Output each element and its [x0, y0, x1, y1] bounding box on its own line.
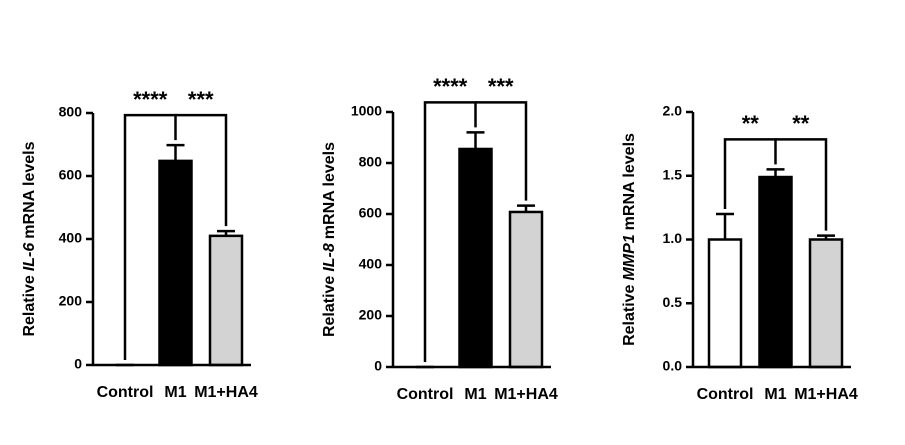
x-tick-label: Control [97, 384, 154, 401]
y-tick-label: 2.0 [663, 103, 683, 119]
x-tick-label: M1+HA4 [494, 386, 558, 403]
y-axis-label-part: Relative [621, 284, 638, 345]
significance-label: **** [133, 87, 168, 112]
panel: 0.0 0.5 1.0 1.5 2.0 Relative MMP1 mRNA levels Co… [621, 103, 858, 404]
y-axis-label: Relative MMP1 mRNA levels [621, 133, 638, 346]
bar [458, 147, 493, 369]
significance-label: *** [188, 87, 214, 112]
bar [208, 234, 244, 367]
x-tick-label: M1 [164, 384, 186, 401]
panel: 0 200 400 600 800 Relative IL-6 mRNA levels Cont… [21, 87, 258, 401]
bar [758, 175, 793, 369]
x-tick-label: M1 [464, 386, 486, 403]
bar [158, 159, 193, 367]
significance-label: ** [792, 111, 810, 136]
y-axis-label-part: Relative [21, 275, 38, 336]
significance-label: **** [433, 74, 468, 99]
y-axis-label-part: mRNA levels [321, 142, 338, 239]
significance-bracket [175, 113, 228, 227]
y-tick-label: 1.5 [663, 166, 683, 182]
y-axis-label-part: IL-8 [321, 243, 338, 272]
x-tick-label: M1 [764, 386, 786, 403]
y-tick-label: 200 [59, 293, 83, 309]
significance-bracket [423, 101, 477, 362]
y-axis-label-part: Relative [321, 276, 338, 337]
x-tick-label: M1+HA4 [794, 386, 858, 403]
significance-label: ** [742, 111, 760, 136]
y-axis-label-part: IL-6 [21, 243, 38, 272]
x-tick-label: Control [397, 386, 454, 403]
y-tick-label: 800 [59, 104, 83, 120]
y-tick-label: 0 [374, 358, 382, 374]
significance-bracket [475, 101, 528, 201]
y-axis-label-part: MMP1 [621, 234, 638, 280]
y-tick-label: 400 [359, 256, 383, 272]
y-tick-label: 0.0 [663, 358, 683, 374]
y-tick-label: 600 [59, 167, 83, 183]
bar [808, 238, 844, 369]
y-tick-label: 800 [359, 154, 383, 170]
y-tick-label: 400 [59, 230, 83, 246]
x-tick-label: Control [697, 386, 754, 403]
x-tick-label: M1+HA4 [194, 384, 258, 401]
significance-bracket [723, 138, 777, 209]
y-axis-label: Relative IL-8 mRNA levels [321, 142, 338, 337]
bar [508, 210, 544, 369]
bar [707, 238, 743, 369]
y-tick-label: 200 [359, 307, 383, 323]
significance-bracket [123, 113, 177, 360]
y-tick-label: 1000 [351, 103, 382, 119]
y-tick-label: 0 [74, 356, 82, 372]
y-axis-label-part: mRNA levels [21, 141, 38, 238]
significance-bracket [775, 138, 828, 231]
y-axis-label: Relative IL-6 mRNA levels [21, 141, 38, 336]
y-tick-label: 1.0 [663, 230, 683, 246]
y-tick-label: 0.5 [663, 294, 683, 310]
y-tick-label: 600 [359, 205, 383, 221]
y-axis-label-part: mRNA levels [621, 133, 638, 230]
panel: 0 200 400 600 800 1000 Relative IL-8 mRNA levels… [321, 74, 558, 403]
significance-label: *** [488, 74, 514, 99]
